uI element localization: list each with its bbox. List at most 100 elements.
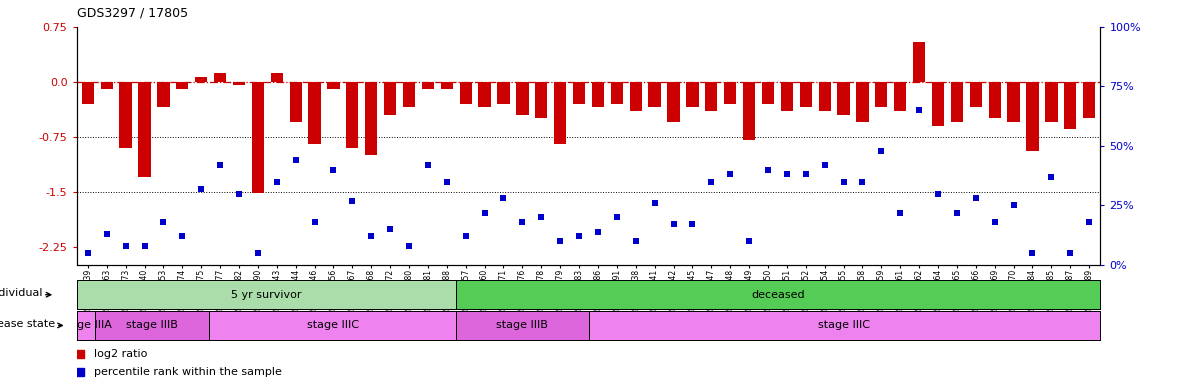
- Point: [891, 210, 910, 216]
- Bar: [1064, 82, 1077, 129]
- Bar: [459, 82, 472, 104]
- Point: [230, 190, 248, 197]
- Point: [720, 171, 739, 177]
- Bar: [100, 82, 113, 89]
- Point: [683, 222, 701, 228]
- Point: [343, 198, 361, 204]
- Bar: [478, 82, 491, 108]
- Point: [1042, 174, 1060, 180]
- Point: [1023, 250, 1042, 256]
- Point: [400, 243, 419, 249]
- Bar: [724, 82, 737, 104]
- Point: [267, 179, 286, 185]
- Point: [286, 157, 305, 163]
- Bar: [233, 82, 245, 86]
- Bar: [1026, 82, 1038, 151]
- Point: [154, 219, 173, 225]
- Text: GDS3297 / 17805: GDS3297 / 17805: [77, 6, 187, 19]
- Text: percentile rank within the sample: percentile rank within the sample: [94, 366, 282, 377]
- Point: [588, 228, 607, 235]
- Bar: [705, 82, 718, 111]
- Point: [797, 171, 816, 177]
- Bar: [895, 82, 906, 111]
- Point: [438, 179, 457, 185]
- Bar: [989, 82, 1000, 118]
- Bar: [762, 82, 774, 104]
- Point: [701, 179, 720, 185]
- Point: [79, 250, 98, 256]
- Bar: [970, 82, 982, 108]
- Bar: [120, 82, 132, 148]
- Bar: [210, 311, 455, 340]
- Text: stage IIIC: stage IIIC: [818, 320, 871, 331]
- Bar: [837, 82, 850, 115]
- Point: [985, 219, 1004, 225]
- Bar: [1045, 82, 1057, 122]
- Bar: [611, 82, 623, 104]
- Bar: [158, 82, 169, 108]
- Bar: [77, 280, 455, 309]
- Point: [361, 233, 380, 240]
- Text: disease state: disease state: [0, 319, 55, 329]
- Point: [192, 186, 211, 192]
- Bar: [403, 82, 415, 108]
- Bar: [667, 82, 679, 122]
- Bar: [876, 82, 887, 108]
- Point: [173, 233, 192, 240]
- Point: [324, 167, 343, 173]
- Bar: [554, 82, 566, 144]
- Bar: [913, 41, 925, 82]
- Bar: [818, 82, 831, 111]
- Bar: [455, 280, 1100, 309]
- Bar: [799, 82, 812, 108]
- Bar: [743, 82, 756, 141]
- Bar: [346, 82, 359, 148]
- Point: [758, 167, 777, 173]
- Bar: [177, 82, 188, 89]
- Text: log2 ratio: log2 ratio: [94, 349, 147, 359]
- Bar: [588, 311, 1100, 340]
- Bar: [195, 77, 207, 82]
- Point: [135, 243, 154, 249]
- Point: [248, 250, 267, 256]
- Bar: [932, 82, 944, 126]
- Point: [910, 107, 929, 113]
- Text: stage IIIC: stage IIIC: [306, 320, 359, 331]
- Bar: [308, 82, 320, 144]
- Point: [476, 210, 494, 216]
- Point: [816, 162, 834, 168]
- Bar: [440, 82, 453, 89]
- Text: individual: individual: [0, 288, 42, 298]
- Bar: [365, 82, 378, 155]
- Point: [872, 147, 891, 154]
- Bar: [81, 82, 94, 104]
- Point: [494, 195, 513, 201]
- Bar: [536, 82, 547, 118]
- Point: [947, 210, 966, 216]
- Bar: [421, 82, 434, 89]
- Text: 5 yr survivor: 5 yr survivor: [231, 290, 301, 300]
- Point: [211, 162, 230, 168]
- Text: stage IIIB: stage IIIB: [497, 320, 548, 331]
- Bar: [214, 73, 226, 82]
- Text: stage IIIB: stage IIIB: [126, 320, 178, 331]
- Point: [929, 190, 947, 197]
- Point: [645, 200, 664, 206]
- Point: [570, 233, 588, 240]
- Point: [853, 179, 872, 185]
- Bar: [592, 82, 604, 108]
- Point: [98, 231, 117, 237]
- Bar: [630, 82, 641, 111]
- Bar: [1083, 82, 1096, 118]
- Bar: [95, 311, 210, 340]
- Point: [966, 195, 985, 201]
- Bar: [498, 82, 510, 104]
- Text: deceased: deceased: [751, 290, 805, 300]
- Bar: [271, 73, 282, 82]
- Point: [513, 219, 532, 225]
- Point: [1060, 250, 1079, 256]
- Point: [607, 214, 626, 220]
- Point: [419, 162, 438, 168]
- Bar: [857, 82, 869, 122]
- Point: [739, 238, 758, 244]
